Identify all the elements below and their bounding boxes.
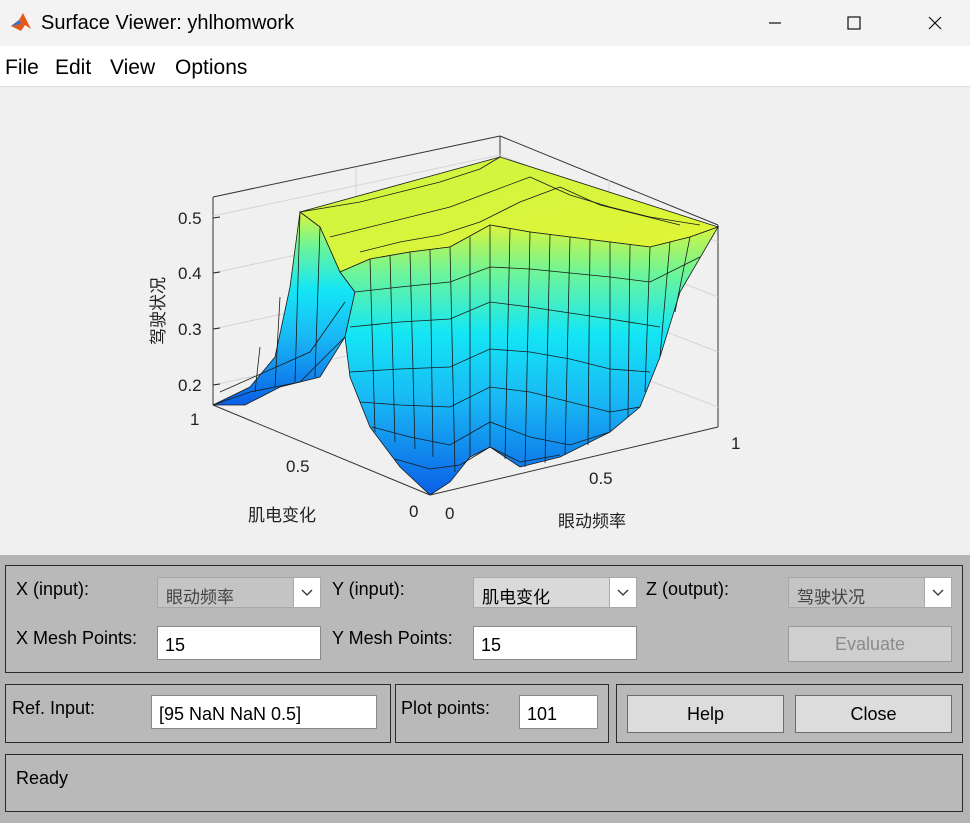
menu-edit[interactable]: Edit <box>55 56 92 79</box>
chevron-down-icon <box>924 578 951 607</box>
chevron-down-icon <box>609 578 636 607</box>
y-input-dropdown[interactable]: 肌电变化 <box>473 577 637 608</box>
plot-area[interactable]: 0.5 0.4 0.3 0.2 驾驶状况 1 0.5 0 肌电变化 0 0.5 … <box>0 87 970 555</box>
status-text: Ready <box>16 768 69 788</box>
minimize-icon <box>769 22 781 24</box>
chevron-down-icon <box>293 578 320 607</box>
close-window-button[interactable] <box>912 0 958 46</box>
maximize-button[interactable] <box>831 0 877 46</box>
x-tick-label: 0 <box>445 504 454 523</box>
ref-input-panel: Ref. Input: [95 NaN NaN 0.5] <box>5 684 391 743</box>
control-area: X (input): 眼动频率 Y (input): 肌电变化 Z (outpu… <box>0 555 970 823</box>
y-tick-label: 0 <box>409 502 418 521</box>
plot-points-field[interactable]: 101 <box>519 695 598 729</box>
y-tick-label: 1 <box>190 410 199 429</box>
ref-input-field[interactable]: [95 NaN NaN 0.5] <box>151 695 377 729</box>
y-input-value: 肌电变化 <box>482 588 550 608</box>
ref-input-label: Ref. Input: <box>12 698 96 718</box>
close-button[interactable]: Close <box>795 695 952 733</box>
plot-points-label: Plot points: <box>401 698 491 718</box>
y-tick-label: 0.5 <box>286 457 310 476</box>
z-tick-label: 0.2 <box>178 376 202 395</box>
matlab-logo-icon <box>11 13 31 31</box>
y-mesh-field[interactable]: 15 <box>473 626 637 660</box>
z-output-value: 驾驶状况 <box>797 588 865 608</box>
menu-view[interactable]: View <box>110 56 156 79</box>
minimize-button[interactable] <box>752 0 798 46</box>
z-axis: 0.5 0.4 0.3 0.2 <box>178 209 221 395</box>
fuzzy-surface[interactable] <box>212 156 720 496</box>
y-mesh-label: Y Mesh Points: <box>332 628 453 648</box>
z-output-label: Z (output): <box>646 579 730 599</box>
plot-points-panel: Plot points: 101 <box>395 684 609 743</box>
z-tick-label: 0.5 <box>178 209 202 228</box>
action-buttons-panel: Help Close <box>616 684 963 743</box>
z-axis-label: 驾驶状况 <box>149 277 168 345</box>
surface-plot[interactable]: 0.5 0.4 0.3 0.2 驾驶状况 1 0.5 0 肌电变化 0 0.5 … <box>0 87 970 555</box>
x-tick-label: 1 <box>731 434 740 453</box>
y-axis: 1 0.5 0 <box>190 410 418 521</box>
x-input-label: X (input): <box>16 579 90 599</box>
x-mesh-label: X Mesh Points: <box>16 628 138 648</box>
x-tick-label: 0.5 <box>589 469 613 488</box>
status-panel: Ready <box>5 754 963 812</box>
x-axis-label: 眼动频率 <box>558 512 626 531</box>
menu-options[interactable]: Options <box>175 56 248 79</box>
input-output-panel: X (input): 眼动频率 Y (input): 肌电变化 Z (outpu… <box>5 565 963 673</box>
help-button[interactable]: Help <box>627 695 784 733</box>
z-output-dropdown[interactable]: 驾驶状况 <box>788 577 952 608</box>
z-tick-label: 0.4 <box>178 264 202 283</box>
close-icon <box>928 16 942 30</box>
evaluate-button[interactable]: Evaluate <box>788 626 952 662</box>
menu-bar: File Edit View Options <box>0 46 970 87</box>
x-mesh-field[interactable]: 15 <box>157 626 321 660</box>
y-input-label: Y (input): <box>332 579 405 599</box>
window-title: Surface Viewer: yhlhomwork <box>41 12 295 34</box>
x-input-dropdown[interactable]: 眼动频率 <box>157 577 321 608</box>
title-bar: Surface Viewer: yhlhomwork <box>0 0 970 46</box>
y-axis-label: 肌电变化 <box>248 506 316 525</box>
menu-file[interactable]: File <box>5 56 39 79</box>
x-input-value: 眼动频率 <box>166 588 234 608</box>
maximize-icon <box>847 16 861 30</box>
x-axis: 0 0.5 1 <box>445 434 740 523</box>
z-tick-label: 0.3 <box>178 320 202 339</box>
